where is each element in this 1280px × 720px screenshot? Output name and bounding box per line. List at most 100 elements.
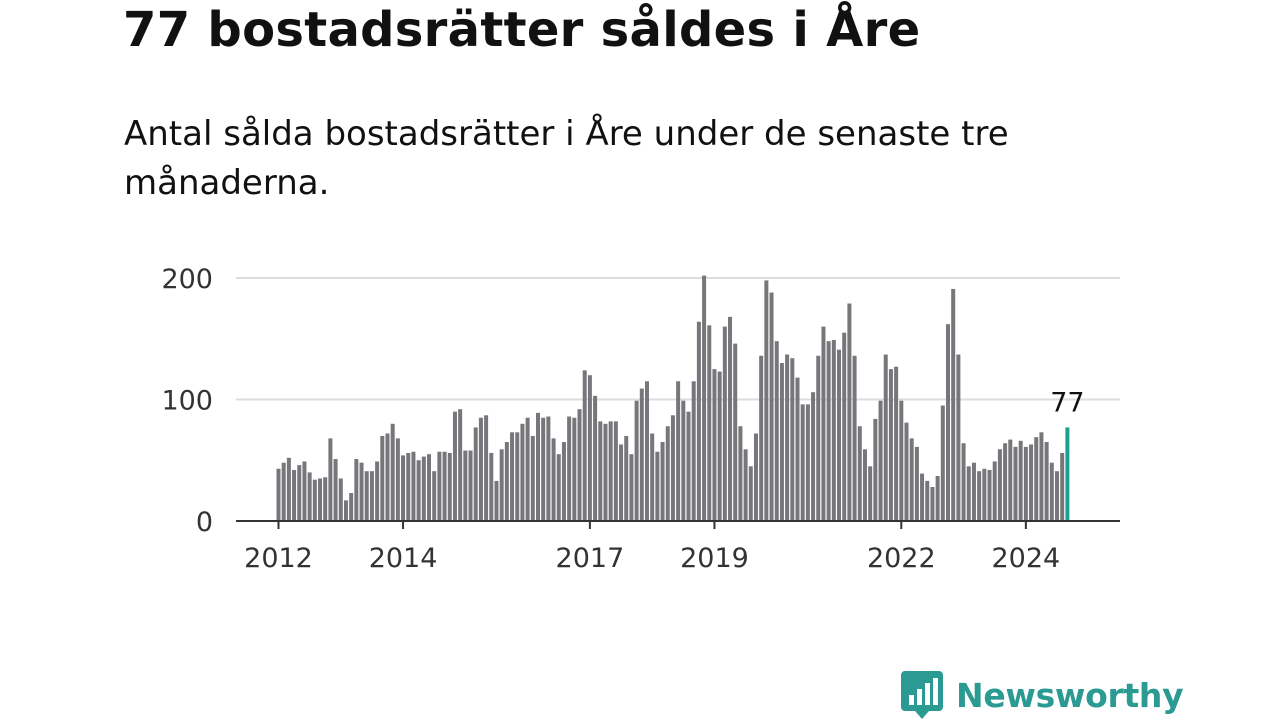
bar (650, 433, 655, 521)
bar (733, 343, 738, 521)
bar (567, 416, 572, 521)
bar (354, 459, 359, 521)
bar (728, 316, 733, 521)
bar (561, 442, 566, 521)
bar (1049, 462, 1054, 521)
bar (452, 411, 457, 521)
bar (660, 442, 665, 521)
bar (504, 442, 509, 521)
bar (494, 480, 499, 521)
bar (722, 326, 727, 521)
bar (276, 468, 281, 521)
bar (510, 432, 515, 521)
bar (670, 415, 675, 521)
bar (862, 449, 867, 521)
bar (437, 451, 442, 521)
bar (992, 461, 997, 521)
bar (837, 349, 842, 521)
bar (696, 321, 701, 521)
annotations: 77 (1050, 387, 1084, 418)
highlight-value-label: 77 (1050, 387, 1084, 418)
bar (499, 449, 504, 521)
bar (940, 405, 945, 521)
bar (551, 438, 556, 521)
bar (873, 418, 878, 521)
bar (421, 456, 426, 521)
bar (681, 400, 686, 521)
bar (753, 433, 758, 521)
bar (302, 461, 307, 521)
bar (338, 478, 343, 521)
bar (401, 455, 406, 521)
bar (769, 292, 774, 521)
bar (956, 354, 961, 521)
bar (587, 375, 592, 521)
bar (971, 462, 976, 521)
bar (811, 392, 816, 521)
bar (691, 381, 696, 521)
bar (603, 423, 608, 521)
bar (458, 409, 463, 521)
bar (961, 443, 966, 521)
bar (395, 438, 400, 521)
bar (831, 339, 836, 521)
bar (644, 381, 649, 521)
bar (1029, 444, 1034, 521)
bar (577, 409, 582, 521)
bar (717, 371, 722, 521)
bar (665, 426, 670, 521)
bar (442, 451, 447, 521)
bar (878, 400, 883, 521)
bar (795, 377, 800, 521)
bar (297, 465, 302, 521)
x-tick-label: 2022 (867, 543, 936, 574)
bar (582, 370, 587, 521)
newsworthy-brand: Newsworthy (901, 671, 1184, 719)
x-tick-label: 2024 (992, 543, 1061, 574)
x-tick-label: 2019 (680, 543, 749, 574)
bar (411, 451, 416, 521)
bar (759, 355, 764, 521)
bar (1044, 442, 1049, 521)
bar (748, 466, 753, 521)
bar (904, 422, 909, 521)
bar (536, 412, 540, 521)
bar (598, 421, 603, 521)
bar (1060, 452, 1065, 521)
bar (541, 417, 546, 521)
bar (369, 471, 374, 521)
bar (312, 479, 317, 521)
bar (1023, 446, 1028, 521)
y-axis-labels: 0 100 200 (161, 264, 213, 538)
bar (359, 462, 364, 521)
bar (982, 468, 987, 521)
bar (847, 303, 852, 521)
bar (966, 466, 971, 521)
bar (686, 411, 691, 521)
bar (530, 435, 535, 521)
bar (427, 454, 432, 521)
bar (406, 452, 411, 521)
bar (925, 480, 930, 521)
bar (712, 369, 717, 521)
bar (997, 449, 1002, 521)
bar (572, 417, 577, 521)
bar (478, 417, 483, 521)
y-tick-label: 200 (161, 264, 213, 295)
bar (774, 341, 779, 521)
bar (743, 449, 748, 521)
bar (821, 326, 826, 521)
bar (593, 395, 598, 521)
bar (800, 404, 805, 521)
x-axis-labels: 2012 2014 2017 2019 2022 2024 (244, 543, 1060, 574)
bar (525, 417, 530, 521)
bar (281, 462, 286, 521)
bar (951, 288, 956, 521)
bar (416, 460, 421, 521)
bar (987, 469, 992, 521)
bar (515, 432, 520, 521)
bar (977, 471, 982, 521)
bar (857, 426, 862, 521)
bar (447, 452, 452, 521)
